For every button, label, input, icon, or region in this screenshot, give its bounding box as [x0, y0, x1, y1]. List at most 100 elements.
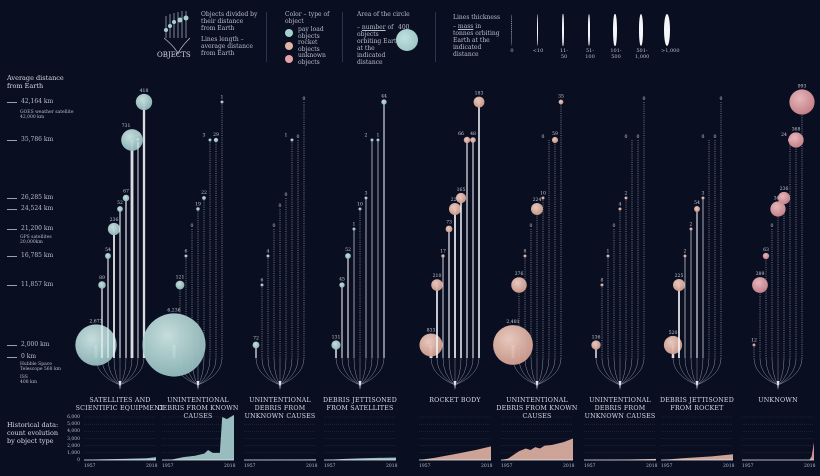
count-label: 2 [365, 133, 368, 139]
count-label: 0 [702, 134, 705, 140]
count-bubble [117, 206, 123, 212]
history-y-tick: 4,000 [67, 429, 80, 435]
stem-line [347, 256, 349, 358]
history-x-start: 1957 [84, 464, 96, 469]
count-bubble [266, 254, 270, 258]
fan-line [530, 357, 538, 386]
count-bubble [448, 202, 462, 216]
count-bubble [600, 283, 604, 287]
count-label: 6 [261, 278, 264, 284]
annotation-value: 20,000km [20, 240, 43, 245]
fan-line [536, 357, 544, 386]
count-label: 45 [339, 276, 345, 282]
fan-line [341, 357, 361, 386]
count-label: 225 [675, 273, 684, 279]
count-bubble [184, 254, 188, 258]
count-label: 0 [542, 134, 545, 140]
count-label: 131 [332, 334, 341, 340]
thickness-sample [613, 14, 617, 46]
count-label: 3 [203, 133, 206, 139]
count-label: 376 [515, 271, 524, 277]
objects-divided-text: Objects divided by their distance from E… [201, 11, 258, 32]
count-bubble [762, 252, 770, 260]
count-label: 59 [552, 131, 558, 137]
y-tick-label: 21,200 km [21, 225, 54, 232]
fan-line [197, 357, 223, 386]
count-label: 1 [285, 133, 288, 139]
count-label: 10 [357, 202, 363, 208]
y-tick-mark [7, 345, 17, 346]
stem-line [460, 198, 462, 358]
annotation-label: GPS satellites [20, 235, 52, 240]
count-label: 35 [558, 94, 564, 100]
history-y-tick: 2,000 [67, 443, 80, 449]
fan-line [436, 357, 456, 386]
fan-line [335, 357, 361, 386]
stem-line [119, 209, 121, 358]
iss-annotation: ISS 408 km [20, 375, 37, 385]
thickness-mass-word: mass [457, 23, 474, 30]
object-group: 520 225 2 2 543 0 0 0 [661, 96, 733, 461]
fan-line [279, 357, 305, 386]
color-legend-item: unknown objects [285, 52, 333, 66]
stem-line [466, 140, 468, 358]
fan-line [536, 357, 550, 386]
stem-line [335, 345, 337, 358]
fan-line [454, 357, 468, 386]
fan-line [261, 357, 281, 386]
stem-line [383, 102, 385, 358]
count-label: 520 [669, 330, 678, 336]
count-bubble [689, 227, 693, 231]
fan-line [696, 357, 704, 386]
history-x-start: 1957 [162, 464, 174, 469]
history-area [742, 442, 814, 460]
count-label: 66 [458, 131, 464, 137]
annotation-value: 408 km [20, 380, 38, 385]
stem-line [107, 256, 109, 358]
count-bubble [419, 333, 443, 357]
count-label: 8 [601, 278, 604, 284]
stem-line [678, 285, 680, 358]
count-label: 12 [751, 338, 757, 344]
count-bubble [431, 279, 443, 291]
group-label: SATELLITES AND SCIENTIFIC EQUIPMENT [75, 397, 165, 412]
count-bubble [789, 89, 815, 115]
count-bubble [121, 129, 143, 151]
count-label: 52 [345, 247, 351, 253]
y-tick-label: 26,285 km [21, 194, 54, 201]
fan-line [454, 357, 480, 386]
fan-line [119, 357, 145, 386]
count-label: 52 [117, 200, 123, 206]
count-label: 0 [637, 134, 640, 140]
fan-line [595, 357, 621, 386]
y-tick-mark [7, 285, 17, 286]
count-label: 165 [457, 187, 466, 193]
count-bubble [213, 137, 219, 143]
count-label: 236 [780, 186, 789, 192]
color-legend-item: rocket objects [285, 39, 333, 53]
area-number-word: number [361, 24, 386, 31]
color-legend-list: pay load objects rocket objects unknown … [285, 26, 333, 66]
fan-line [607, 357, 621, 386]
stem-line [472, 140, 474, 358]
history-x-end: 2018 [146, 464, 158, 469]
history-title: Historical data: count evolution by obje… [7, 421, 59, 445]
thickness-class-label: 101-500 [610, 48, 622, 60]
count-label: 1 [221, 95, 224, 101]
fan-line [359, 357, 367, 386]
count-label: 1 [353, 222, 356, 228]
count-label: 236 [110, 217, 119, 223]
history-x-end: 2018 [723, 464, 735, 469]
count-label: 73 [446, 220, 452, 226]
stem-line [365, 198, 367, 358]
history-area [661, 454, 733, 460]
fan-line [696, 357, 710, 386]
count-bubble [683, 254, 687, 258]
count-label: 0 [530, 223, 533, 229]
fan-line [777, 357, 785, 386]
y-tick-label: 35,786 km [21, 136, 54, 143]
stem-line [353, 229, 355, 358]
count-label: 54 [105, 247, 111, 253]
y-tick-label: 0 km [21, 353, 37, 360]
